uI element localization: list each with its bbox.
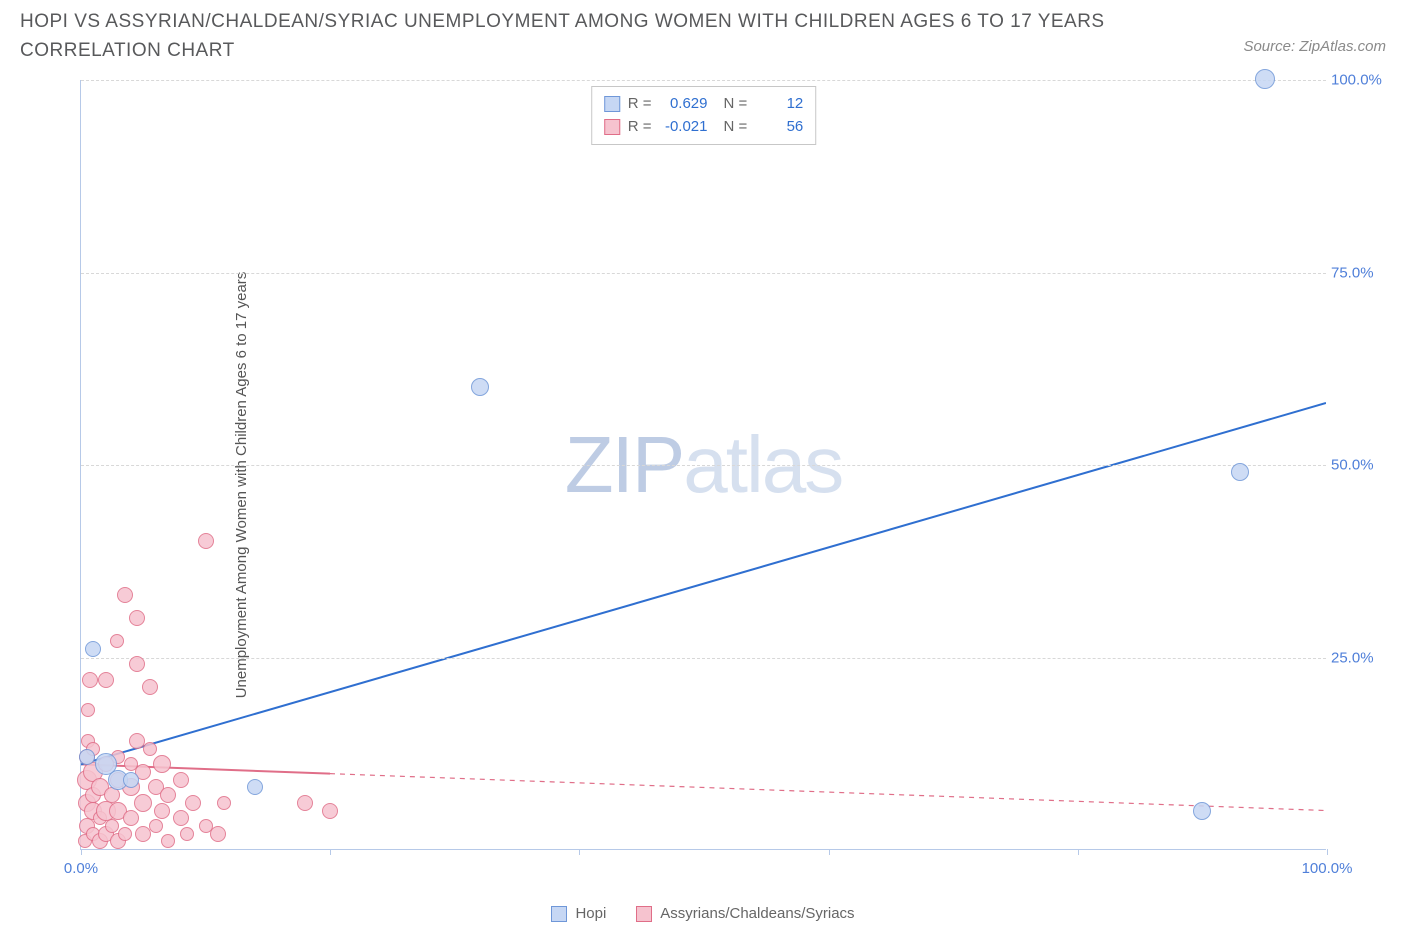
point-hopi	[471, 378, 489, 396]
point-acs	[185, 795, 201, 811]
point-acs	[198, 533, 214, 549]
source-label: Source: ZipAtlas.com	[1243, 8, 1386, 55]
point-acs	[173, 810, 189, 826]
n-value-acs: 56	[755, 116, 803, 139]
chart-title: HOPI VS ASSYRIAN/CHALDEAN/SYRIAC UNEMPLO…	[20, 8, 1120, 65]
x-tick	[330, 849, 331, 855]
point-acs	[322, 803, 338, 819]
point-acs	[117, 587, 133, 603]
x-tick	[829, 849, 830, 855]
point-hopi	[247, 779, 263, 795]
point-hopi	[79, 749, 95, 765]
y-tick-label: 50.0%	[1331, 457, 1386, 474]
point-acs	[180, 827, 194, 841]
r-value-hopi: 0.629	[660, 93, 708, 116]
point-acs	[129, 656, 145, 672]
gridline	[81, 273, 1326, 274]
swatch-hopi	[604, 96, 620, 112]
point-acs	[123, 810, 139, 826]
point-acs	[142, 679, 158, 695]
point-acs	[160, 787, 176, 803]
point-acs	[118, 827, 132, 841]
point-hopi	[123, 772, 139, 788]
point-hopi	[1231, 463, 1249, 481]
legend: Hopi Assyrians/Chaldeans/Syriacs	[20, 905, 1386, 922]
n-label: N =	[724, 93, 748, 116]
point-acs	[173, 772, 189, 788]
point-acs	[153, 755, 171, 773]
x-tick	[81, 849, 82, 855]
x-tick	[579, 849, 580, 855]
x-tick-label-max: 100.0%	[1302, 860, 1353, 877]
gridline	[81, 658, 1326, 659]
point-acs	[161, 834, 175, 848]
y-tick-label: 100.0%	[1331, 72, 1386, 89]
y-tick-label: 75.0%	[1331, 264, 1386, 281]
x-tick	[1327, 849, 1328, 855]
point-acs	[110, 634, 124, 648]
point-hopi	[85, 641, 101, 657]
n-value-hopi: 12	[755, 93, 803, 116]
point-hopi	[1193, 802, 1211, 820]
point-acs	[143, 742, 157, 756]
chart-container: Unemployment Among Women with Children A…	[20, 80, 1386, 890]
x-tick-label-min: 0.0%	[64, 860, 98, 877]
point-hopi	[1255, 69, 1275, 89]
stats-row-acs: R = -0.021 N = 56	[604, 116, 804, 139]
gridline	[81, 80, 1326, 81]
plot-area: ZIPatlas R = 0.629 N = 12 R = -0.021 N =…	[80, 80, 1326, 850]
y-tick-label: 25.0%	[1331, 649, 1386, 666]
legend-label: Assyrians/Chaldeans/Syriacs	[660, 905, 854, 922]
point-acs	[210, 826, 226, 842]
point-acs	[217, 796, 231, 810]
r-label: R =	[628, 116, 652, 139]
swatch-acs	[636, 906, 652, 922]
swatch-hopi	[551, 906, 567, 922]
stats-row-hopi: R = 0.629 N = 12	[604, 93, 804, 116]
r-value-acs: -0.021	[660, 116, 708, 139]
legend-item-acs: Assyrians/Chaldeans/Syriacs	[636, 905, 854, 922]
swatch-acs	[604, 119, 620, 135]
point-acs	[154, 803, 170, 819]
gridline	[81, 465, 1326, 466]
point-acs	[81, 703, 95, 717]
x-tick	[1078, 849, 1079, 855]
point-acs	[149, 819, 163, 833]
n-label: N =	[724, 116, 748, 139]
legend-item-hopi: Hopi	[551, 905, 606, 922]
point-acs	[129, 610, 145, 626]
point-acs	[82, 672, 98, 688]
r-label: R =	[628, 93, 652, 116]
point-acs	[98, 672, 114, 688]
point-acs	[297, 795, 313, 811]
legend-label: Hopi	[575, 905, 606, 922]
stats-box: R = 0.629 N = 12 R = -0.021 N = 56	[591, 86, 817, 145]
point-acs	[134, 794, 152, 812]
